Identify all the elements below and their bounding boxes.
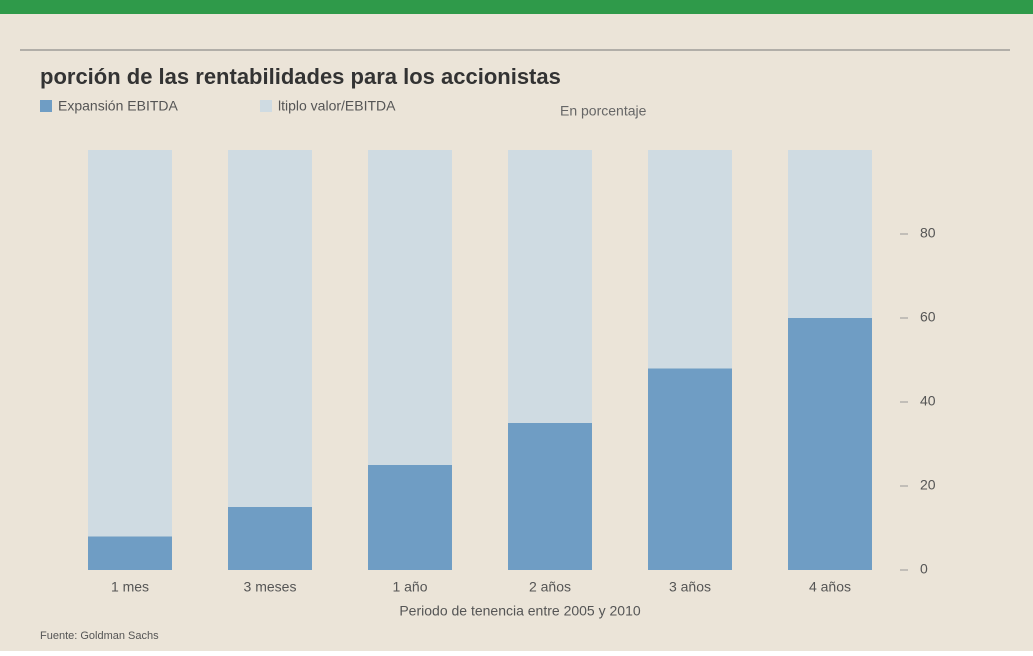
chart-title: porción de las rentabilidades para los a…	[40, 64, 561, 89]
y-tick-label: 60	[920, 309, 936, 325]
bar	[788, 318, 872, 570]
bar	[648, 150, 732, 369]
bar	[508, 423, 592, 570]
y-tick-label: 40	[920, 393, 936, 409]
bar	[648, 368, 732, 570]
x-tick-label: 4 años	[809, 579, 851, 595]
bar	[88, 150, 172, 537]
legend-label: ltiplo valor/EBITDA	[278, 98, 396, 114]
bar	[368, 150, 452, 465]
x-tick-label: 3 meses	[244, 579, 297, 595]
bar	[228, 507, 312, 570]
legend-swatch	[260, 100, 272, 112]
bar	[88, 536, 172, 570]
y-tick-label: 0	[920, 561, 928, 577]
bar	[228, 150, 312, 507]
source: Fuente: Goldman Sachs	[40, 630, 159, 642]
legend-label: Expansión EBITDA	[58, 98, 178, 114]
x-tick-label: 1 año	[392, 579, 427, 595]
x-tick-label: 1 mes	[111, 579, 149, 595]
chart-subtitle: En porcentaje	[560, 103, 647, 119]
x-axis-label: Periodo de tenencia entre 2005 y 2010	[399, 603, 641, 619]
bar	[508, 150, 592, 423]
y-tick-label: 80	[920, 225, 936, 241]
bar	[788, 150, 872, 318]
bar	[368, 465, 452, 570]
y-tick-label: 20	[920, 477, 936, 493]
x-tick-label: 2 años	[529, 579, 571, 595]
x-tick-label: 3 años	[669, 579, 711, 595]
legend-swatch	[40, 100, 52, 112]
